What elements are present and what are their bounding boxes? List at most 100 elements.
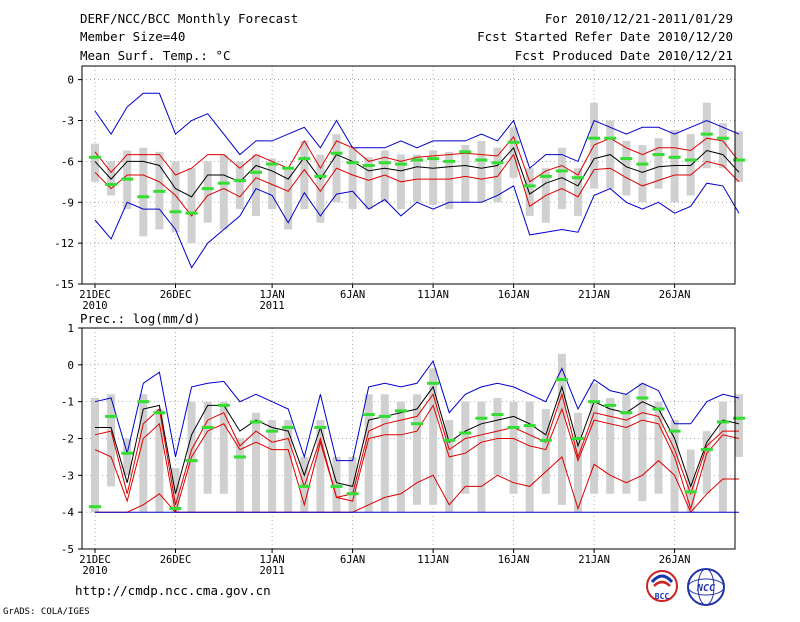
x-tick-year-label: 2011: [259, 300, 284, 312]
observation-marker: [716, 420, 729, 424]
ensemble-box: [380, 150, 389, 203]
source-url: http://cmdp.ncc.cma.gov.cn: [75, 583, 271, 598]
observation-marker: [137, 400, 150, 404]
ensemble-box: [252, 412, 260, 513]
observation-marker: [539, 438, 552, 442]
observation-marker: [539, 174, 552, 178]
ensemble-box: [171, 161, 180, 233]
observation-marker: [233, 178, 246, 182]
ensemble-box: [268, 420, 277, 513]
ensemble-box: [123, 438, 132, 476]
ensemble-box: [235, 161, 244, 210]
observation-marker: [555, 378, 568, 382]
variable-label: Mean Surf. Temp.: °C: [80, 48, 231, 63]
ensemble-box: [590, 383, 599, 494]
observation-marker: [668, 155, 681, 159]
ensemble-box: [686, 134, 695, 196]
x-tick-year-label: 2010: [82, 300, 107, 312]
observation-marker: [89, 505, 101, 509]
x-tick-label: 16JAN: [498, 289, 530, 301]
ensemble-box: [574, 168, 582, 216]
y-tick-label: 0: [67, 74, 74, 87]
ensemble-box: [413, 394, 421, 505]
ncc-logo: NCC: [687, 568, 725, 606]
observation-marker: [378, 414, 391, 418]
x-tick-label: 21DEC: [79, 554, 111, 566]
observation-marker: [733, 416, 745, 420]
series-line-upper: [94, 392, 739, 505]
precip-panel-title: Prec.: log(mm/d): [80, 311, 200, 326]
observation-marker: [121, 451, 134, 455]
ensemble-box: [445, 151, 454, 210]
ensemble-box: [396, 401, 405, 513]
observation-marker: [684, 158, 697, 162]
ensemble-box: [155, 409, 164, 513]
observation-marker: [620, 411, 633, 415]
ncc-logo-text: NCC: [696, 583, 715, 594]
series-line-upper: [94, 135, 740, 183]
observation-marker: [217, 403, 230, 407]
x-tick-label: 1JAN: [259, 554, 284, 566]
observation-marker: [362, 163, 375, 167]
observation-marker: [346, 492, 359, 496]
ensemble-box: [509, 127, 518, 178]
observation-marker: [491, 413, 504, 417]
observation-marker: [314, 174, 327, 178]
x-tick-label: 26DEC: [160, 554, 192, 566]
observation-marker: [588, 400, 601, 404]
ensemble-box: [622, 140, 631, 196]
observation-marker: [636, 396, 649, 400]
observation-marker: [105, 414, 118, 418]
x-tick-label: 21DEC: [79, 289, 111, 301]
observation-marker: [201, 187, 214, 191]
observation-marker: [700, 448, 713, 452]
ensemble-box: [718, 401, 727, 513]
ensemble-box: [477, 401, 486, 513]
observation-marker: [411, 158, 423, 162]
series-line-mean: [95, 385, 740, 494]
series-line-max: [94, 359, 740, 462]
series-line-lower: [94, 153, 740, 217]
observation-marker: [185, 211, 198, 215]
ensemble-box: [429, 368, 438, 505]
ensemble-box: [219, 401, 228, 494]
ensemble-box: [541, 409, 550, 494]
ensemble-box: [316, 420, 325, 513]
ensemble-box: [670, 130, 679, 203]
observation-marker: [378, 161, 391, 165]
x-tick-label: 11JAN: [417, 554, 449, 566]
ensemble-box: [300, 140, 309, 210]
ensemble-box: [493, 147, 502, 203]
observation-marker: [475, 416, 488, 420]
observation-marker: [169, 506, 182, 510]
x-tick-year-label: 2011: [259, 565, 284, 577]
figure-title: DERF/NCC/BCC Monthly Forecast: [80, 11, 298, 26]
observation-marker: [507, 140, 520, 144]
observation-marker: [314, 425, 327, 429]
observation-marker: [411, 422, 423, 426]
observation-marker: [153, 189, 166, 193]
ensemble-box: [364, 394, 373, 513]
y-tick-label: -5: [61, 543, 74, 556]
ensemble-box: [557, 353, 566, 505]
observation-marker: [491, 161, 504, 165]
ensemble-box: [509, 401, 518, 494]
y-tick-label: 0: [67, 359, 74, 372]
y-tick-label: 1: [67, 322, 74, 335]
observation-marker: [507, 425, 520, 429]
ensemble-box: [606, 397, 615, 494]
ensemble-box: [380, 394, 389, 513]
series-line-max: [94, 92, 740, 170]
ensemble-box: [107, 394, 116, 487]
observation-marker: [604, 403, 617, 407]
ensemble-box: [348, 147, 357, 210]
y-tick-label: -1: [61, 396, 74, 409]
ensemble-box: [493, 397, 502, 476]
y-tick-label: -6: [61, 155, 74, 168]
observation-marker: [250, 170, 262, 174]
observation-marker: [266, 162, 279, 166]
ensemble-box: [268, 158, 277, 210]
observation-marker: [572, 176, 584, 180]
